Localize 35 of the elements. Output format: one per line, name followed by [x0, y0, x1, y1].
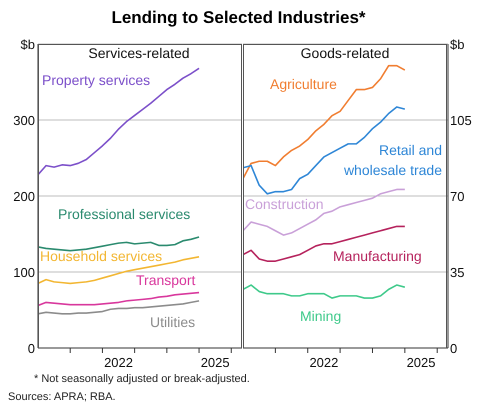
- series-label: Transport: [136, 271, 196, 290]
- series-label: Professional services: [58, 205, 190, 224]
- line-series: [38, 68, 200, 176]
- chart-title: Lending to Selected Industries*: [110, 8, 367, 28]
- series-label: Manufacturing: [333, 247, 422, 266]
- line-series: [243, 284, 406, 299]
- chart-subtitle: Services-related: [87, 45, 191, 61]
- line-series: [38, 236, 200, 252]
- text: * Not seasonally adjusted or break-adjusted.: [34, 373, 250, 385]
- series-label: Agriculture: [270, 75, 337, 94]
- series-label: Household services: [40, 247, 162, 266]
- x-tick-label: 2025: [406, 355, 436, 370]
- y-tick-label: 105: [450, 113, 472, 128]
- source-note: Sources: APRA; RBA.: [8, 391, 116, 403]
- series-label: Property services: [42, 71, 150, 90]
- series-label: Mining: [300, 307, 342, 326]
- series-label: Retail and wholesale trade: [342, 141, 442, 180]
- y-tick-label: 0: [450, 341, 458, 356]
- series-label: Construction: [245, 195, 324, 214]
- series-label: Utilities: [150, 313, 196, 332]
- y-tick-label: 70: [450, 189, 464, 204]
- y-tick-label: 100: [13, 265, 35, 280]
- y-tick-label: 300: [13, 113, 35, 128]
- x-tick-label: 2022: [104, 355, 133, 370]
- line-series: [38, 300, 200, 315]
- y-tick-label: 0: [28, 341, 35, 356]
- chart-subtitle: Goods-related: [300, 45, 390, 61]
- y-tick-label: 200: [13, 189, 35, 204]
- x-tick-label: 2022: [309, 355, 338, 370]
- y-tick-label: $b: [450, 37, 464, 52]
- line-series: [243, 188, 406, 236]
- y-tick-label: 35: [450, 265, 464, 280]
- line-series: [38, 292, 200, 306]
- x-tick-label: 2025: [200, 355, 230, 370]
- y-tick-label: $b: [20, 37, 35, 52]
